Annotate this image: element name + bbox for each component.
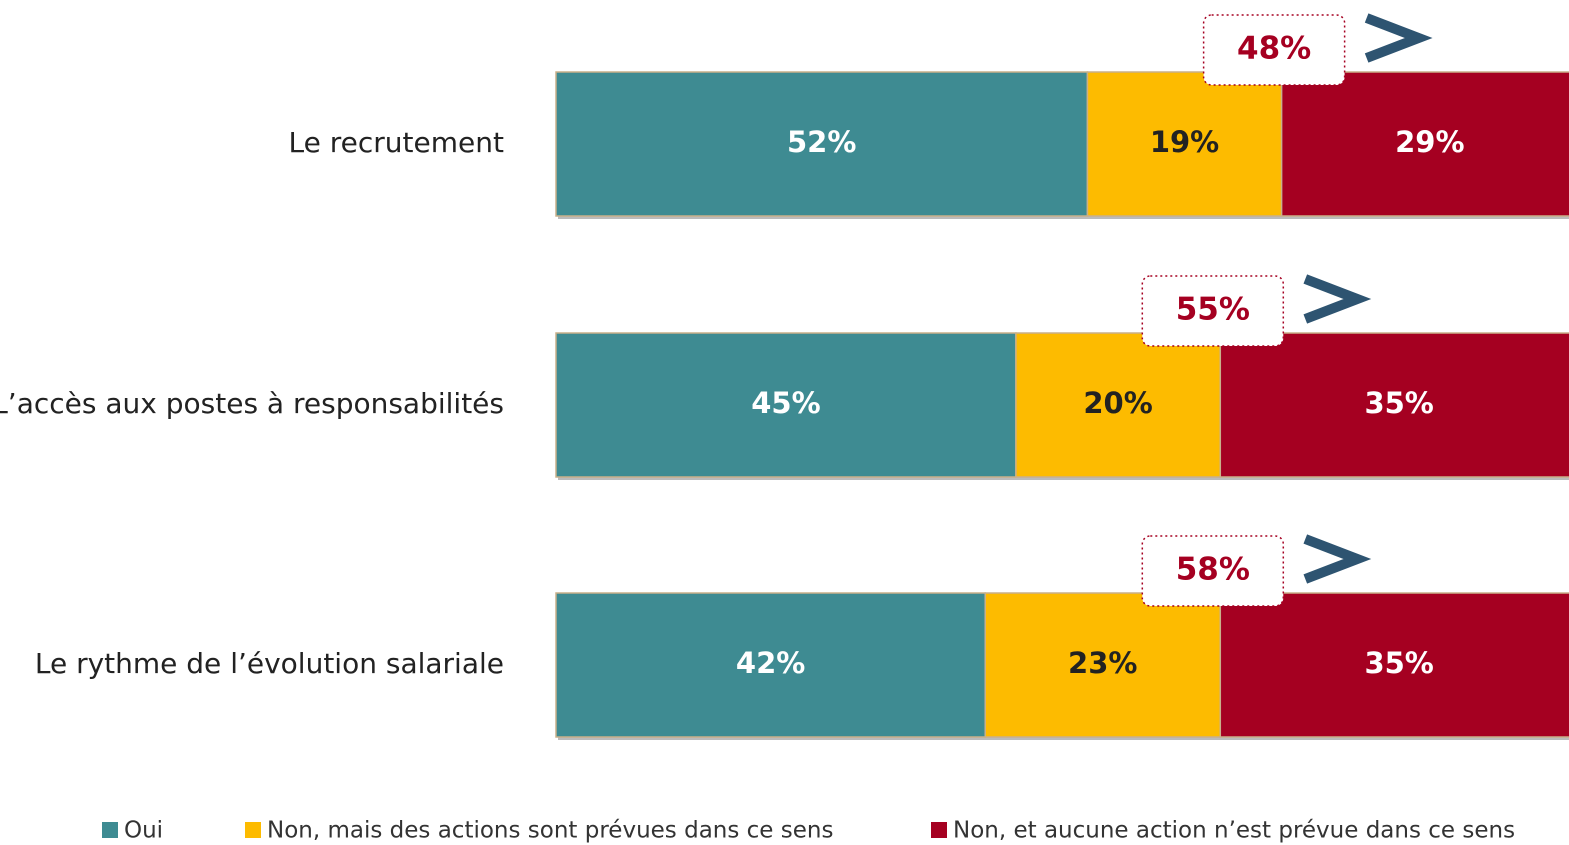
legend-swatch <box>245 822 261 838</box>
segment-label: 42% <box>736 646 805 680</box>
segment-label: 23% <box>1068 646 1137 680</box>
segment-label: 29% <box>1395 125 1464 159</box>
legend-swatch <box>102 822 118 838</box>
bar-segment <box>1219 592 1569 738</box>
bar-segment <box>1086 71 1283 217</box>
segment-label: 35% <box>1364 646 1433 680</box>
segment-label: 52% <box>787 125 856 159</box>
callout-label: 58% <box>1176 552 1250 588</box>
category-label: Le rythme de l’évolution salariale <box>35 647 504 680</box>
segment-label: 19% <box>1150 125 1219 159</box>
chevron <box>1303 534 1372 584</box>
segment-label: 45% <box>751 386 820 420</box>
bar-segment <box>984 592 1222 738</box>
bar-segment <box>1219 332 1569 478</box>
category-label: Le recrutement <box>289 126 504 159</box>
bar-segment <box>555 71 1089 217</box>
chevron <box>1364 13 1433 63</box>
callout-box <box>1141 275 1285 347</box>
legend-label: Non, et aucune action n’est prévue dans … <box>953 818 1515 844</box>
bar-segment <box>1280 71 1569 217</box>
bar-segment <box>555 332 1017 478</box>
segment-label: 20% <box>1083 386 1152 420</box>
legend-label: Oui <box>124 818 163 844</box>
chevron <box>1303 274 1372 324</box>
callout-box <box>1202 14 1346 86</box>
category-label: L’accès aux postes à responsabilités <box>0 387 504 420</box>
callout-label: 48% <box>1237 31 1311 67</box>
bar-segment <box>555 592 986 738</box>
legend-label: Non, mais des actions sont prévues dans … <box>267 818 833 844</box>
callout-box <box>1141 535 1285 607</box>
segment-label: 35% <box>1364 386 1433 420</box>
callout-label: 55% <box>1176 292 1250 328</box>
bar-segment <box>1015 332 1222 478</box>
legend-swatch <box>931 822 947 838</box>
